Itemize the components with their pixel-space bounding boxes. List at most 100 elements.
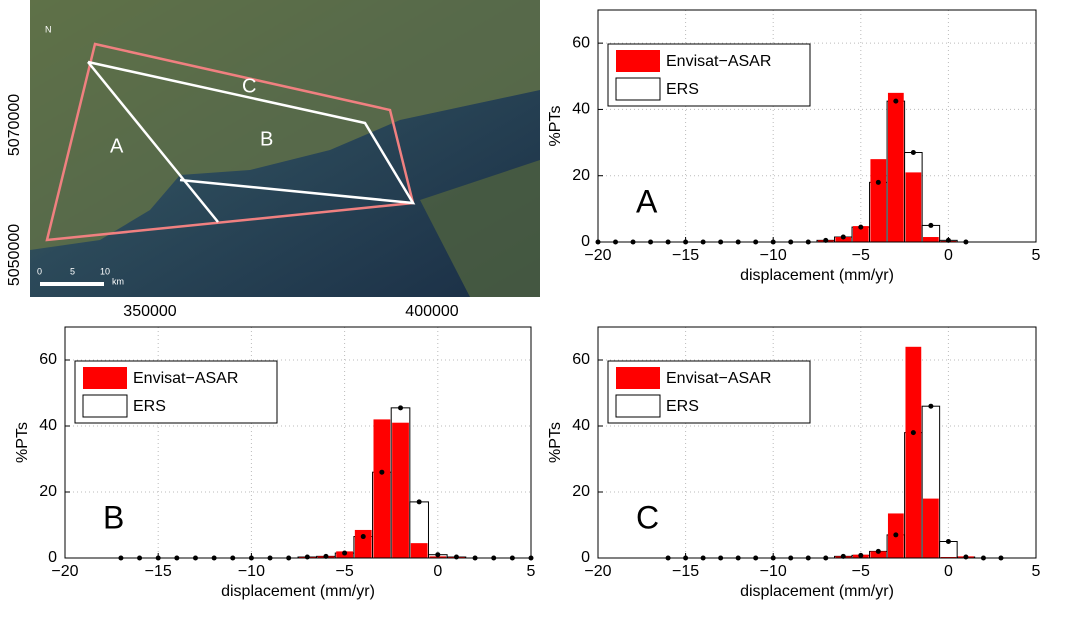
scale-label: 10	[100, 266, 110, 276]
track	[87, 61, 219, 223]
legend-label: Envisat−ASAR	[666, 370, 771, 387]
legend-swatch	[615, 394, 661, 418]
bar	[852, 226, 869, 242]
y-tick-label: 20	[572, 167, 590, 184]
point	[910, 150, 916, 156]
x-axis-label: displacement (mm/yr)	[221, 583, 375, 600]
point	[398, 405, 404, 411]
y-axis-label: %PTs	[547, 106, 564, 147]
scale-label: km	[112, 276, 124, 286]
map-x-tick: 350000	[123, 303, 176, 320]
x-axis-label: displacement (mm/yr)	[740, 267, 894, 284]
bar	[887, 92, 904, 242]
y-tick-label: 20	[572, 483, 590, 500]
panel-label: C	[636, 499, 659, 535]
x-tick-label: 0	[944, 563, 953, 580]
x-tick-label: 0	[944, 247, 953, 264]
point	[875, 179, 881, 185]
y-tick-label: 0	[581, 549, 590, 566]
map-label: B	[260, 128, 273, 150]
map-y-tick: 5070000	[6, 94, 23, 156]
x-tick-label: −5	[335, 563, 353, 580]
bar	[870, 159, 887, 242]
point	[360, 534, 366, 540]
legend-label: ERS	[133, 398, 166, 415]
y-tick-label: 40	[39, 417, 57, 434]
bar	[905, 172, 922, 242]
point	[875, 548, 881, 554]
x-axis-label: displacement (mm/yr)	[740, 583, 894, 600]
map-y-tick: 5050000	[6, 224, 23, 286]
x-tick-label: 5	[1032, 247, 1041, 264]
point	[453, 554, 459, 560]
x-tick-label: −10	[760, 563, 787, 580]
point	[963, 554, 969, 560]
legend-label: ERS	[666, 81, 699, 98]
x-tick-label: 0	[433, 563, 442, 580]
y-tick-label: 60	[572, 351, 590, 368]
y-tick-label: 60	[39, 351, 57, 368]
x-tick-label: −20	[584, 247, 611, 264]
land	[420, 160, 540, 297]
x-tick-label: −20	[51, 563, 78, 580]
x-tick-label: −5	[852, 563, 870, 580]
point	[840, 234, 846, 240]
legend-swatch	[83, 367, 127, 389]
point	[893, 532, 899, 538]
land	[30, 0, 540, 250]
legend-label: ERS	[666, 398, 699, 415]
scale-label: 0	[37, 266, 42, 276]
point	[928, 403, 934, 409]
x-tick-label: −15	[672, 563, 699, 580]
point	[858, 552, 864, 558]
y-axis-label: %PTs	[547, 422, 564, 463]
chart: 0 20 40 60 −20 −15 −10 −5 0 5 displacement (mm/yr)…	[547, 326, 1041, 600]
point	[435, 552, 441, 558]
bar	[392, 422, 409, 558]
legend-swatch	[615, 77, 661, 101]
x-tick-label: −20	[584, 563, 611, 580]
legend-swatch	[616, 367, 660, 389]
x-tick-label: 5	[1032, 563, 1041, 580]
y-tick-label: 0	[581, 233, 590, 250]
x-tick-label: −15	[145, 563, 172, 580]
chart: 0 20 40 60 −20 −15 −10 −5 0 5 displacement (mm/yr)…	[14, 326, 536, 600]
axes-frame	[597, 326, 1037, 559]
point	[304, 554, 310, 560]
point	[945, 539, 951, 544]
x-tick-label: −15	[672, 247, 699, 264]
bar	[922, 237, 939, 242]
chart: 0 20 40 60 −20 −15 −10 −5 0 5 displacement (mm/yr)…	[547, 9, 1041, 284]
map-label: A	[110, 135, 124, 157]
scale-bar	[40, 282, 104, 286]
north-arrow: N	[45, 24, 52, 34]
panel-label: B	[103, 499, 124, 535]
panel-label: A	[636, 183, 658, 219]
legend-swatch	[616, 50, 660, 72]
axes-frame	[64, 326, 532, 559]
scale-label: 5	[70, 266, 75, 276]
bar	[905, 346, 922, 558]
point	[379, 469, 385, 475]
map-x-tick: 400000	[405, 303, 458, 320]
bar	[410, 543, 428, 558]
x-tick-label: −10	[760, 247, 787, 264]
axes-frame	[597, 9, 1037, 243]
track	[87, 60, 416, 205]
x-tick-label: 5	[527, 563, 536, 580]
bar	[373, 419, 391, 558]
bar	[922, 498, 939, 558]
legend-label: Envisat−ASAR	[666, 53, 771, 70]
point	[342, 550, 348, 556]
y-tick-label: 40	[572, 417, 590, 434]
legend-swatch	[82, 394, 128, 418]
x-tick-label: −5	[852, 247, 870, 264]
y-tick-label: 0	[48, 549, 57, 566]
y-tick-label: 20	[39, 483, 57, 500]
point	[416, 499, 422, 505]
map: A B C N 0 5 10 km 350000 400000 5070000 …	[6, 0, 540, 320]
bar	[354, 529, 372, 558]
map-label: C	[242, 75, 256, 97]
point	[928, 222, 934, 228]
point	[910, 430, 916, 436]
